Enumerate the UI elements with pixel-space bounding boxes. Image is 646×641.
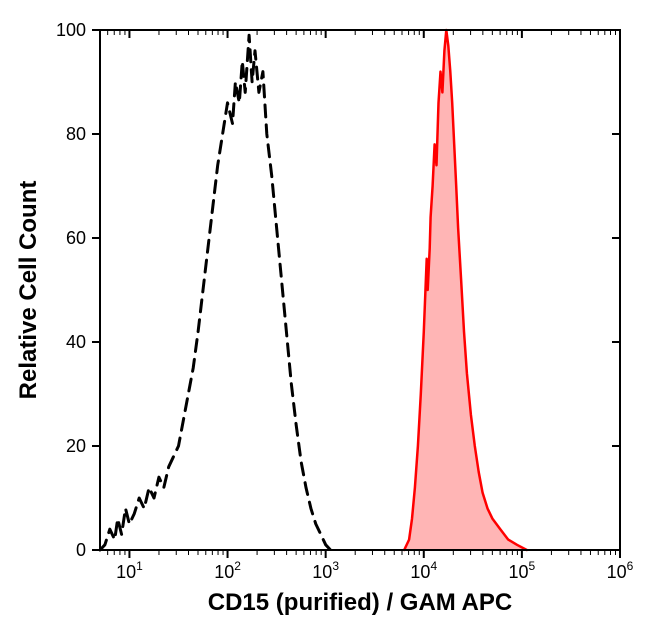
y-axis-label: Relative Cell Count bbox=[15, 181, 42, 400]
histogram-chart: 0 20 40 60 80 100 101 102 103 104 105 106 Relative C… bbox=[0, 0, 646, 641]
xtick-label: 102 bbox=[214, 559, 241, 582]
chart-svg: 0 20 40 60 80 100 101 102 103 104 105 106 Relative C… bbox=[0, 0, 646, 641]
ytick-label: 60 bbox=[66, 228, 86, 248]
ytick-label: 0 bbox=[76, 540, 86, 560]
ytick-label: 100 bbox=[56, 20, 86, 40]
ytick-label: 40 bbox=[66, 332, 86, 352]
xtick-label: 104 bbox=[410, 559, 437, 582]
xtick-label: 106 bbox=[607, 559, 634, 582]
ytick-label: 80 bbox=[66, 124, 86, 144]
ytick-label: 20 bbox=[66, 436, 86, 456]
xtick-label: 103 bbox=[312, 559, 339, 582]
x-axis-label: CD15 (purified) / GAM APC bbox=[208, 589, 512, 616]
xtick-label: 101 bbox=[116, 559, 143, 582]
xtick-label: 105 bbox=[509, 559, 536, 582]
